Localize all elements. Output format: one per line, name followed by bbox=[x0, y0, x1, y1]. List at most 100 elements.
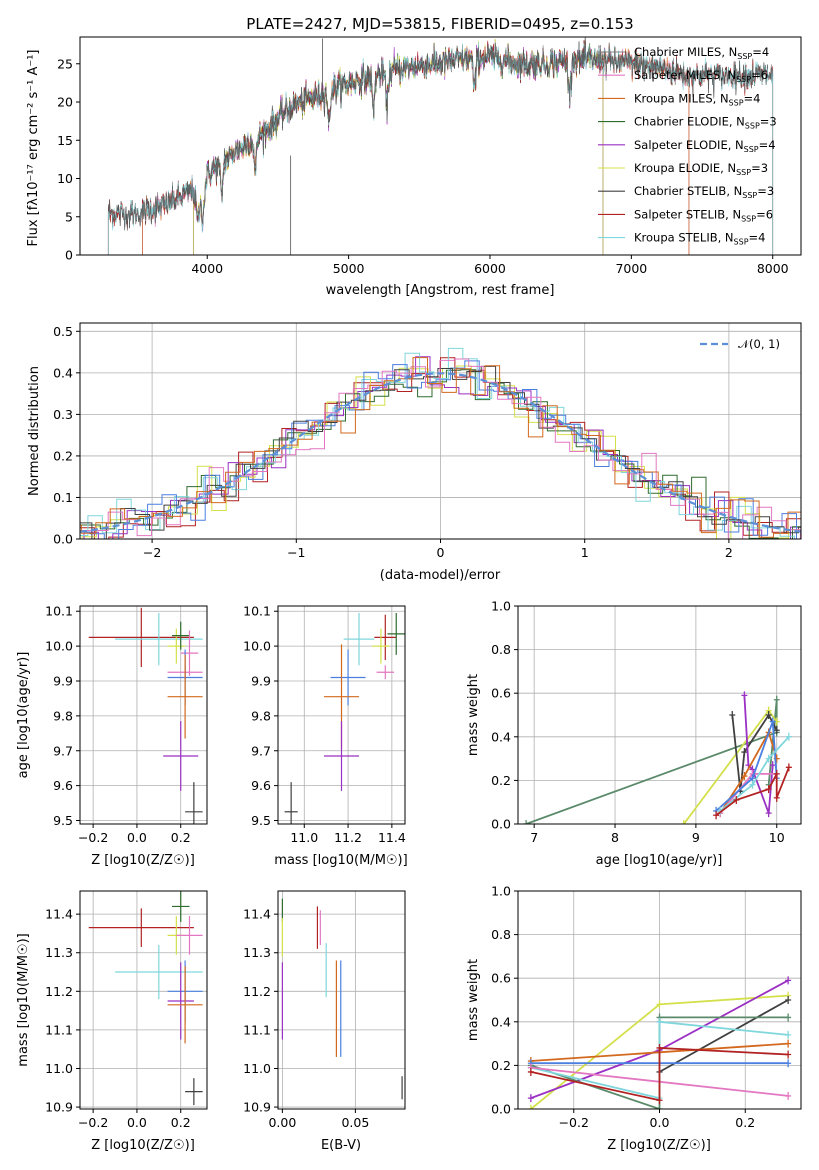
errorbar-point bbox=[171, 621, 190, 650]
y-tick-label: 1.0 bbox=[491, 599, 511, 614]
x-tick-label: 7000 bbox=[615, 261, 647, 276]
weight-line-salpeter_stelib bbox=[715, 766, 790, 817]
x-tick-label: 0.2 bbox=[735, 1115, 755, 1130]
y-tick-label: 10.9 bbox=[243, 1100, 271, 1115]
weight-marker bbox=[785, 1059, 792, 1068]
x-tick-label: 0.00 bbox=[268, 1115, 296, 1130]
mass-vs-metallicity-panel: −0.2 0.0 0.2 10.9 11.0 11.1 11.2 11.3 11.4 Z [log… bbox=[16, 890, 208, 1153]
y-tick-label: 11.0 bbox=[45, 1061, 73, 1076]
y-tick-label: 9.8 bbox=[251, 708, 271, 723]
weight-marker bbox=[680, 820, 687, 824]
errorbar-point bbox=[88, 607, 194, 668]
mass_vs_ebv-frame bbox=[277, 890, 406, 1110]
weight-marker bbox=[733, 796, 740, 805]
legend-entry: Salpeter ELODIE, NSSP=4 bbox=[634, 138, 776, 154]
y-tick-label: 11.3 bbox=[243, 945, 271, 960]
y-axis-label: Normed distribution bbox=[27, 366, 42, 496]
x-tick-label: −0.2 bbox=[78, 1115, 108, 1130]
errorbar-point bbox=[167, 628, 186, 664]
y-tick-label: 20 bbox=[57, 95, 73, 110]
x-tick-label: −1 bbox=[287, 545, 305, 560]
weight-marker bbox=[773, 726, 780, 735]
weight-marker bbox=[785, 1013, 792, 1022]
y-tick-label: 10.0 bbox=[243, 639, 271, 654]
errorbar-point bbox=[387, 612, 405, 655]
y-tick-label: 11.2 bbox=[243, 984, 271, 999]
x-tick-label: 0 bbox=[437, 545, 445, 560]
weight-marker bbox=[785, 976, 792, 985]
errorbar-point bbox=[284, 782, 298, 824]
y-tick-label: 9.6 bbox=[53, 778, 73, 793]
weight-marker bbox=[656, 1000, 663, 1009]
age-vs-metallicity-panel: −0.2 0.0 0.2 9.5 9.6 9.7 9.8 9.9 10.0 10.1 Z [log1… bbox=[16, 604, 208, 868]
mass_vs_ebv-marks bbox=[281, 898, 403, 1100]
residuals-marks bbox=[80, 347, 801, 539]
x-tick-label: 10 bbox=[769, 830, 785, 845]
x-tick-label: 11.0 bbox=[290, 830, 318, 845]
weight-marker bbox=[785, 732, 792, 741]
age_vs_mass-frame bbox=[277, 605, 406, 825]
x-tick-label: 6000 bbox=[474, 261, 506, 276]
spectrum-marks bbox=[107, 37, 774, 255]
y-tick-label: 9.5 bbox=[53, 813, 73, 828]
weight-line-salpeter_miles bbox=[719, 773, 777, 814]
y-tick-label: 1.0 bbox=[491, 884, 511, 899]
x-tick-label: 2 bbox=[725, 545, 733, 560]
y-axis-label: mass [log10(M/M☉)] bbox=[16, 933, 31, 1066]
weight-marker bbox=[773, 769, 780, 778]
weight_vs_age-frame bbox=[517, 605, 802, 825]
y-tick-label: 9.9 bbox=[251, 673, 271, 688]
x-tick-label: 8 bbox=[611, 830, 619, 845]
y-tick-label: 11.4 bbox=[45, 907, 73, 922]
errorbar-point bbox=[374, 614, 397, 661]
weight-marker bbox=[527, 1094, 534, 1103]
y-tick-label: 9.7 bbox=[53, 743, 73, 758]
legend-entry: Chabrier ELODIE, NSSP=3 bbox=[634, 115, 777, 131]
errorbar-point bbox=[163, 721, 199, 791]
y-tick-label: 0.1 bbox=[53, 490, 73, 505]
y-tick-label: 9.7 bbox=[251, 743, 271, 758]
legend-entry: Kroupa MILES, NSSP=4 bbox=[634, 91, 760, 107]
mass_vs_Z-grid bbox=[80, 891, 207, 1109]
weight-marker bbox=[773, 793, 780, 802]
errorbar-point bbox=[171, 891, 190, 922]
weight-marker bbox=[765, 785, 772, 794]
weight_vs_age-marks bbox=[523, 691, 792, 824]
residual-legend: 𝒩(0, 1) bbox=[700, 337, 780, 351]
mass-weight-vs-metallicity-panel: −0.2 0.0 0.2 0.0 0.2 0.4 0.6 0.8 1.0 Z [log10(Z/Z… bbox=[466, 884, 802, 1153]
y-tick-label: 9.9 bbox=[53, 673, 73, 688]
y-tick-label: 10.9 bbox=[45, 1100, 73, 1115]
mass_vs_Z-marks bbox=[88, 891, 203, 1106]
weight-marker bbox=[785, 1039, 792, 1048]
errorbar-point bbox=[372, 628, 390, 664]
y-tick-label: 0.6 bbox=[491, 686, 511, 701]
y-axis-label: age [log10(age/yr)] bbox=[16, 652, 31, 779]
x-axis-label: wavelength [Angstrom, rest frame] bbox=[326, 283, 555, 298]
x-tick-label: −0.2 bbox=[559, 1115, 589, 1130]
x-tick-label: 1 bbox=[581, 545, 589, 560]
weight-marker bbox=[741, 691, 748, 700]
y-tick-label: 11.1 bbox=[243, 1022, 271, 1037]
y-tick-label: 0.2 bbox=[491, 773, 511, 788]
weight_vs_Z-marks bbox=[527, 976, 792, 1109]
x-axis-label: E(B-V) bbox=[321, 1138, 361, 1153]
weight-line-salpeter_stelib bbox=[530, 1047, 789, 1102]
y-tick-label: 0.2 bbox=[53, 448, 73, 463]
x-axis-label: Z [log10(Z/Z☉)] bbox=[607, 1138, 711, 1153]
x-axis-label: Z [log10(Z/Z☉)] bbox=[91, 1138, 195, 1153]
mass-weight-vs-age-panel: 7 8 9 10 0.0 0.2 0.4 0.6 0.8 1.0 age [log10(age/yr… bbox=[466, 599, 802, 868]
weight-marker bbox=[765, 711, 772, 719]
y-tick-label: 0 bbox=[65, 248, 73, 263]
x-tick-label: −2 bbox=[143, 545, 161, 560]
y-tick-label: 25 bbox=[57, 56, 73, 71]
y-tick-label: 0.6 bbox=[491, 971, 511, 986]
age_vs_Z-marks bbox=[88, 607, 203, 824]
y-axis-label: mass weight bbox=[466, 959, 481, 1041]
errorbar-point bbox=[376, 665, 395, 680]
weight-marker bbox=[656, 1017, 663, 1026]
weight-marker bbox=[656, 1043, 663, 1052]
y-tick-label: 9.6 bbox=[251, 778, 271, 793]
residual-histogram-kroupa_elodie bbox=[80, 365, 801, 539]
x-tick-label: 8000 bbox=[757, 261, 789, 276]
